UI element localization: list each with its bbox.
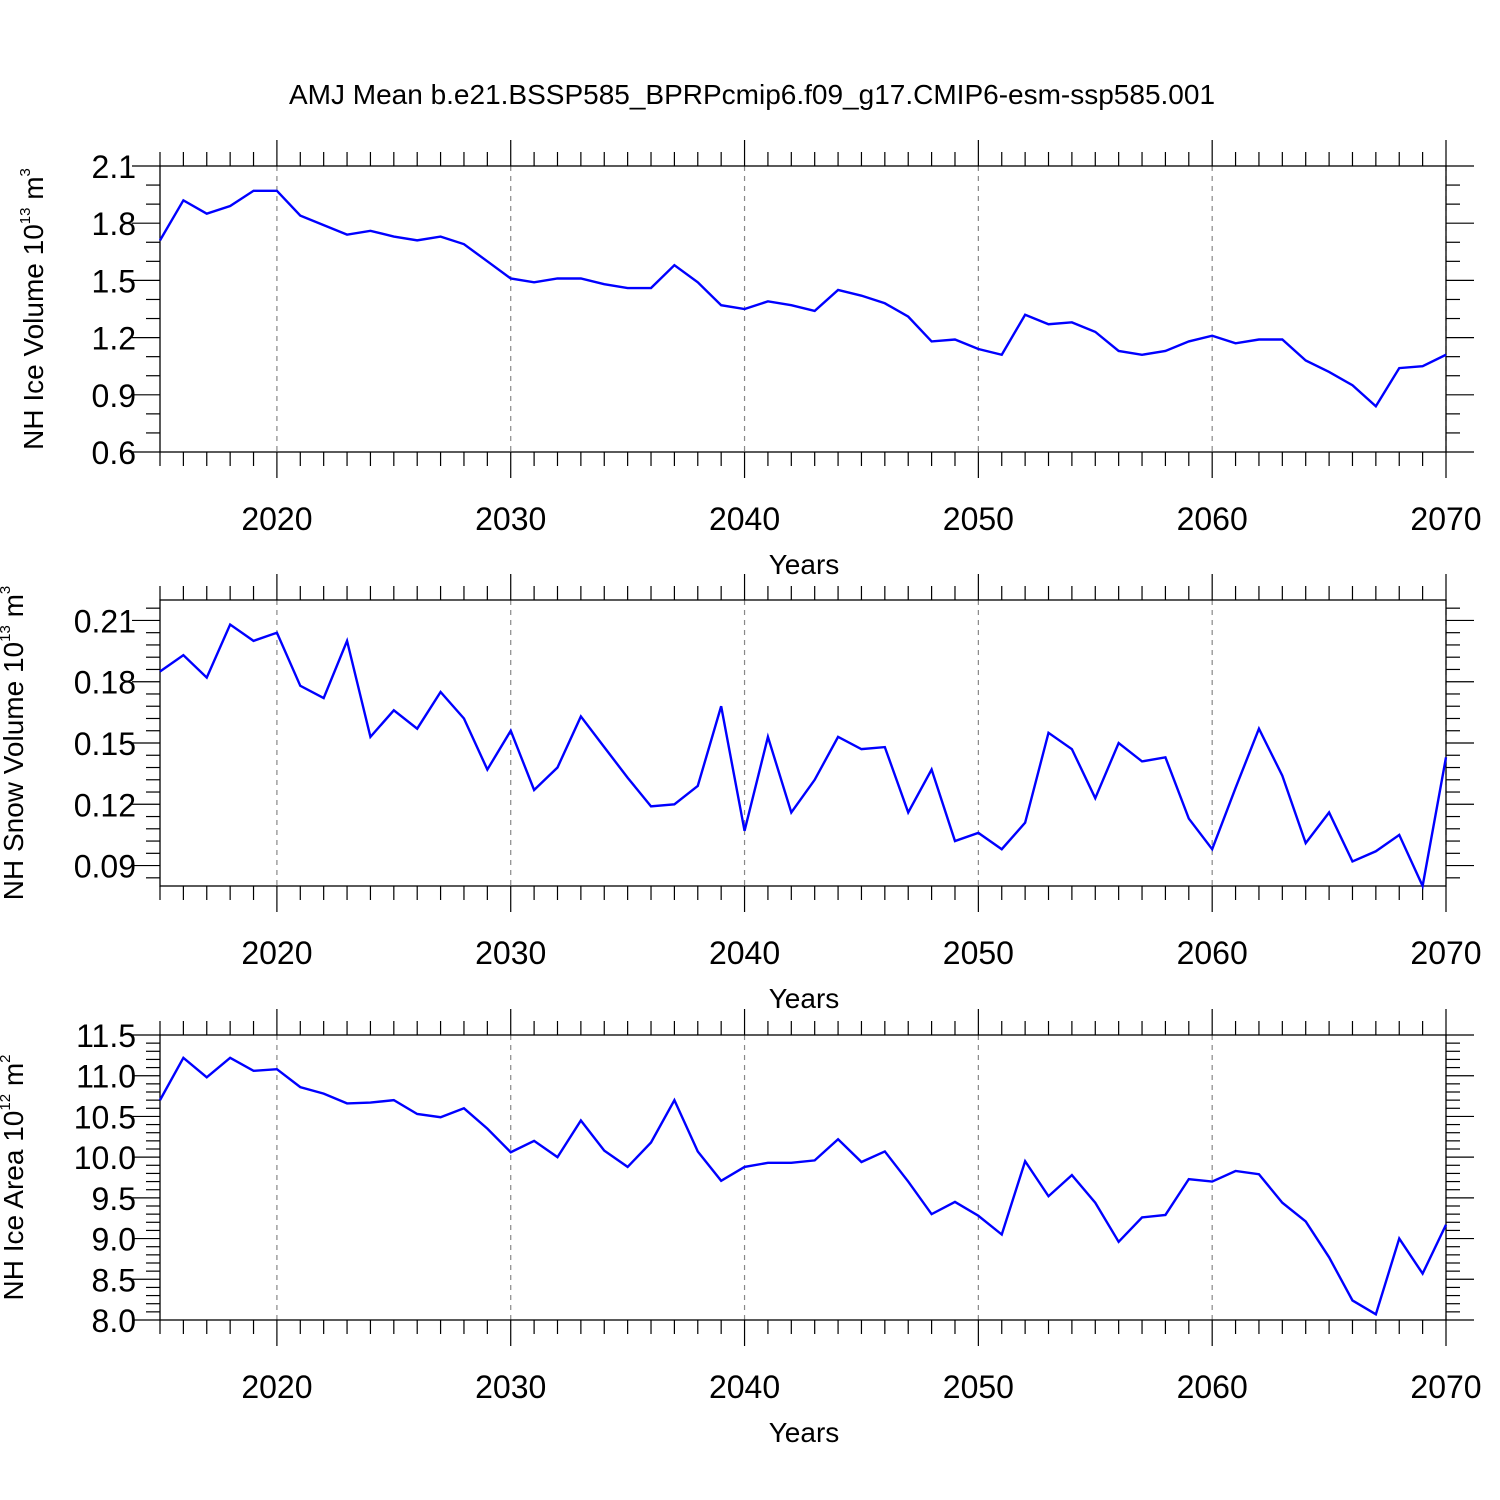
panel-snow-volume-y-tick-label: 0.12	[74, 787, 136, 823]
panel-ice-area-y-tick-label: 11.5	[76, 1018, 136, 1054]
panel-ice-area-y-tick-label: 10.0	[74, 1140, 136, 1176]
panel-ice-area-x-tick-label: 2050	[943, 1369, 1014, 1405]
panel-ice-area-y-tick-label: 9.5	[92, 1181, 136, 1217]
panel-ice-volume-x-tick-label: 2040	[709, 501, 780, 537]
panel-snow-volume-x-tick-label: 2070	[1410, 935, 1481, 971]
panel-ice-area-series-line	[158, 1055, 1448, 1317]
panel-ice-area-y-tick-label: 8.0	[92, 1303, 136, 1339]
panel-snow-volume-x-tick-label: 2020	[241, 935, 312, 971]
chart-title: AMJ Mean b.e21.BSSP585_BPRPcmip6.f09_g17…	[289, 79, 1215, 110]
panel-ice-volume-y-axis-title: NH Ice Volume 1013 m3	[17, 168, 49, 450]
panel-snow-volume-x-tick-label: 2030	[475, 935, 546, 971]
panel-ice-volume-y-tick-label: 1.5	[92, 263, 136, 299]
panel-ice-volume-y-tick-label: 1.8	[92, 206, 136, 242]
panel-ice-area-y-tick-label: 9.0	[92, 1222, 136, 1258]
panel-ice-area-x-tick-label: 2070	[1410, 1369, 1481, 1405]
panel-ice-volume: 0.6 0.9 1.2 1.5 1.8 2.1 2020 2030 2040 2050 2060 20…	[17, 140, 1482, 580]
panel-snow-volume-series-line	[159, 622, 1448, 890]
panel-ice-volume-y-tick-label: 0.9	[92, 378, 136, 414]
panel-ice-volume-x-tick-label: 2060	[1177, 501, 1248, 537]
panel-ice-volume-y-tick-label: 0.6	[92, 435, 136, 471]
panel-ice-area-x-tick-label: 2020	[241, 1369, 312, 1405]
panel-ice-area: 8.0 8.5 9.0 9.5 10.0 10.5 11.0 11.5 2020 2030 2040…	[0, 1009, 1482, 1448]
panel-snow-volume-frame	[159, 599, 1447, 887]
panel-ice-area-x-tick-label: 2060	[1177, 1369, 1248, 1405]
panel-ice-volume-frame	[159, 165, 1447, 453]
panel-snow-volume-y-tick-label: 0.18	[74, 665, 136, 701]
panel-snow-volume-y-tick-label: 0.15	[74, 726, 136, 762]
panel-ice-volume-y-tick-label: 2.1	[92, 149, 136, 185]
panel-ice-volume-series-line	[158, 189, 1447, 409]
panel-ice-volume-x-axis-title: Years	[769, 549, 840, 580]
panel-ice-volume-x-tick-label: 2050	[943, 501, 1014, 537]
panel-snow-volume-y-axis-title: NH Snow Volume 1013 m3	[0, 586, 29, 901]
panel-ice-area-y-tick-label: 10.5	[74, 1099, 136, 1135]
panel-ice-volume-x-tick-label: 2030	[475, 501, 546, 537]
panel-ice-volume-y-tick-label: 1.2	[92, 321, 136, 357]
panel-ice-area-x-tick-label: 2040	[709, 1369, 780, 1405]
panel-snow-volume-y-tick-label: 0.09	[74, 849, 136, 885]
panel-ice-area-frame	[159, 1034, 1447, 1321]
panel-ice-area-y-tick-label: 8.5	[92, 1262, 136, 1298]
panel-snow-volume-x-tick-label: 2040	[709, 935, 780, 971]
panel-ice-area-x-axis-title: Years	[769, 1417, 840, 1448]
panel-snow-volume-y-tick-label: 0.21	[74, 603, 136, 639]
panel-ice-volume-x-tick-label: 2070	[1410, 501, 1481, 537]
panel-snow-volume-x-axis-title: Years	[769, 983, 840, 1014]
panel-ice-area-y-axis-title: NH Ice Area 1012 m2	[0, 1054, 29, 1300]
panel-ice-area-y-tick-label: 11.0	[76, 1059, 136, 1095]
panel-snow-volume-x-tick-label: 2050	[943, 935, 1014, 971]
panel-ice-area-x-tick-label: 2030	[475, 1369, 546, 1405]
panel-ice-volume-x-tick-label: 2020	[241, 501, 312, 537]
panel-snow-volume-x-tick-label: 2060	[1177, 935, 1248, 971]
panels: 0.6 0.9 1.2 1.5 1.8 2.1 2020 2030 2040 2050 2060 20…	[0, 140, 1482, 1448]
panel-snow-volume: 0.09 0.12 0.15 0.18 0.21 2020 2030 2040 2050 2060…	[0, 574, 1482, 1014]
